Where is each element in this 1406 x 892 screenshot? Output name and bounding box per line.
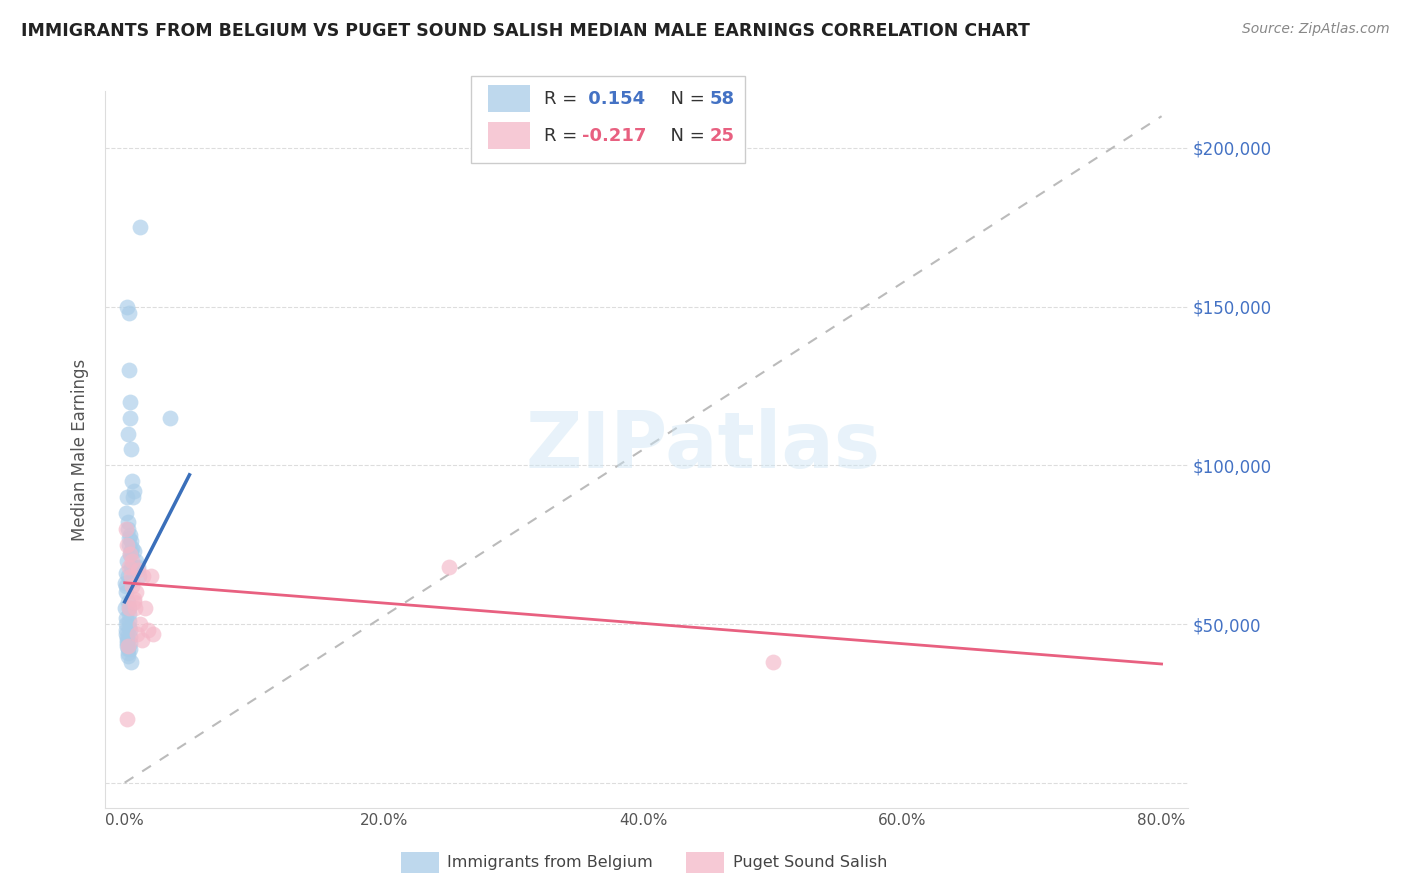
Point — [122, 483, 145, 498]
Point — [120, 534, 142, 549]
Point — [121, 474, 143, 488]
Text: Immigrants from Belgium: Immigrants from Belgium — [447, 855, 652, 870]
Point — [139, 569, 162, 583]
Point — [118, 630, 141, 644]
Point — [118, 601, 141, 615]
Point — [132, 569, 155, 583]
Point — [117, 648, 139, 663]
Point — [124, 601, 146, 615]
Point — [115, 636, 138, 650]
Text: N =: N = — [659, 128, 711, 145]
Point — [121, 541, 143, 555]
Point — [127, 560, 149, 574]
Point — [121, 553, 143, 567]
Point — [118, 363, 141, 377]
Point — [129, 220, 152, 235]
Point — [120, 636, 142, 650]
Point — [117, 595, 139, 609]
Point — [120, 569, 142, 583]
Point — [117, 646, 139, 660]
Point — [142, 626, 165, 640]
Point — [117, 560, 139, 574]
Point — [117, 639, 139, 653]
Point — [114, 575, 136, 590]
Point — [115, 579, 138, 593]
Point — [125, 626, 148, 640]
Point — [117, 639, 139, 653]
Point — [118, 531, 141, 545]
Point — [125, 553, 148, 567]
Point — [114, 601, 136, 615]
Point — [437, 560, 460, 574]
Point — [115, 632, 138, 647]
Text: 0.154: 0.154 — [582, 90, 645, 108]
Point — [117, 642, 139, 657]
Point — [115, 506, 138, 520]
Point — [762, 655, 785, 669]
Point — [117, 569, 139, 583]
Point — [120, 642, 142, 657]
Point — [115, 624, 138, 638]
Point — [115, 630, 138, 644]
Point — [115, 566, 138, 581]
Text: Source: ZipAtlas.com: Source: ZipAtlas.com — [1241, 22, 1389, 37]
Point — [120, 442, 142, 457]
Text: IMMIGRANTS FROM BELGIUM VS PUGET SOUND SALISH MEDIAN MALE EARNINGS CORRELATION C: IMMIGRANTS FROM BELGIUM VS PUGET SOUND S… — [21, 22, 1031, 40]
Point — [120, 560, 142, 574]
Point — [117, 516, 139, 530]
Point — [121, 579, 143, 593]
Point — [128, 569, 150, 583]
Point — [118, 601, 141, 615]
Text: N =: N = — [659, 90, 711, 108]
Y-axis label: Median Male Earnings: Median Male Earnings — [72, 359, 89, 541]
Point — [115, 490, 138, 504]
Point — [118, 607, 141, 622]
Point — [120, 544, 142, 558]
Text: 25: 25 — [710, 128, 735, 145]
Text: Puget Sound Salish: Puget Sound Salish — [733, 855, 887, 870]
Point — [114, 610, 136, 624]
Point — [125, 585, 148, 599]
Point — [129, 617, 152, 632]
Point — [122, 591, 145, 606]
Text: R =: R = — [544, 90, 583, 108]
Point — [136, 624, 159, 638]
Text: R =: R = — [544, 128, 583, 145]
Point — [117, 300, 139, 314]
Point — [117, 306, 139, 320]
Point — [124, 560, 146, 574]
Point — [118, 528, 141, 542]
Point — [118, 394, 141, 409]
Point — [127, 563, 149, 577]
Point — [117, 522, 139, 536]
Point — [134, 601, 156, 615]
Point — [118, 547, 141, 561]
Point — [121, 573, 143, 587]
Point — [117, 538, 139, 552]
Point — [115, 626, 138, 640]
Text: -0.217: -0.217 — [582, 128, 647, 145]
Text: 58: 58 — [710, 90, 735, 108]
Point — [131, 632, 153, 647]
Point — [118, 538, 141, 552]
Text: ZIPatlas: ZIPatlas — [526, 408, 880, 484]
Point — [117, 426, 139, 441]
Point — [122, 490, 145, 504]
Point — [115, 712, 138, 726]
Point — [118, 620, 141, 634]
Point — [120, 410, 142, 425]
Point — [124, 544, 146, 558]
Point — [115, 553, 138, 567]
Point — [159, 410, 181, 425]
Point — [120, 547, 142, 561]
Point — [118, 624, 141, 638]
Point — [120, 655, 142, 669]
Point — [115, 522, 138, 536]
Point — [114, 617, 136, 632]
Point — [118, 614, 141, 628]
Point — [114, 585, 136, 599]
Point — [124, 595, 146, 609]
